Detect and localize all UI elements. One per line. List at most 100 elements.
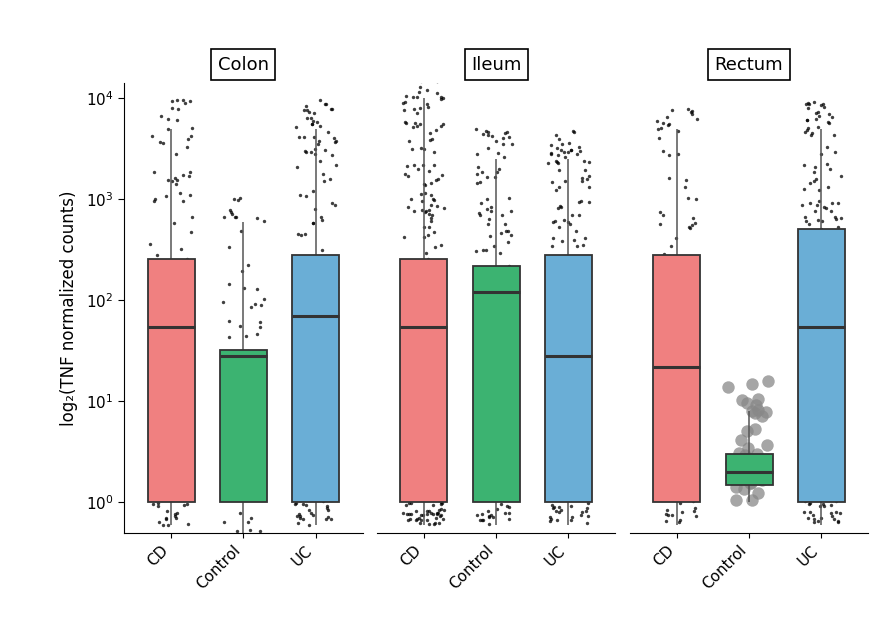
Point	[481, 360, 495, 370]
Point	[233, 321, 247, 331]
Point	[681, 193, 696, 203]
Point	[222, 279, 236, 289]
Point	[159, 514, 173, 524]
Point	[300, 412, 315, 422]
Point	[311, 139, 325, 149]
Point	[158, 318, 172, 329]
Point	[398, 96, 412, 107]
Point	[237, 348, 252, 358]
Point	[323, 439, 337, 449]
Point	[553, 201, 567, 211]
Point	[431, 398, 445, 408]
Point	[325, 104, 339, 114]
Point	[400, 478, 415, 489]
Point	[411, 482, 425, 492]
Point	[250, 213, 264, 223]
Point	[301, 276, 315, 286]
Point	[217, 212, 231, 222]
Point	[233, 372, 247, 382]
Point	[545, 500, 559, 510]
Point	[806, 306, 820, 316]
Point	[420, 508, 434, 519]
Point	[482, 214, 496, 224]
Point	[425, 210, 439, 220]
Point	[434, 336, 448, 347]
Point	[564, 491, 579, 501]
Point	[753, 472, 767, 482]
Point	[575, 176, 589, 186]
Point	[157, 412, 171, 422]
Point	[508, 272, 522, 282]
Point	[649, 376, 664, 386]
Point	[494, 265, 508, 275]
Point	[492, 164, 506, 175]
Point	[830, 516, 844, 526]
Point	[550, 515, 564, 525]
Point	[734, 435, 749, 445]
Point	[668, 476, 682, 487]
Point	[170, 301, 184, 311]
Point	[433, 240, 447, 250]
Point	[222, 316, 237, 326]
Point	[433, 511, 447, 521]
Point	[403, 290, 417, 300]
Point	[404, 263, 418, 273]
Point	[290, 510, 304, 521]
Point	[673, 515, 688, 525]
Point	[400, 286, 415, 296]
Point	[481, 127, 495, 137]
Point	[323, 174, 337, 184]
Point	[299, 112, 314, 123]
Point	[799, 216, 813, 226]
Point	[423, 222, 437, 232]
Point	[431, 508, 446, 518]
Point	[250, 284, 264, 295]
Point	[800, 115, 814, 125]
Bar	[148, 259, 195, 503]
Point	[432, 272, 447, 282]
Point	[569, 440, 583, 450]
Point	[296, 386, 310, 396]
Point	[800, 230, 814, 240]
Point	[552, 164, 566, 175]
Point	[157, 138, 171, 148]
Point	[571, 197, 586, 207]
Point	[831, 472, 845, 482]
Point	[661, 120, 675, 130]
Point	[407, 205, 421, 216]
Point	[802, 99, 816, 109]
Point	[396, 98, 410, 108]
Point	[813, 322, 828, 333]
Point	[477, 273, 491, 284]
Point	[293, 511, 307, 521]
Point	[803, 428, 817, 438]
Point	[289, 406, 303, 417]
Point	[548, 156, 563, 166]
Point	[803, 507, 817, 517]
Point	[413, 71, 427, 81]
Point	[147, 196, 161, 206]
Point	[434, 510, 448, 520]
Point	[808, 174, 822, 184]
Point	[240, 351, 254, 361]
Point	[803, 461, 817, 471]
Point	[748, 424, 762, 434]
Point	[798, 496, 812, 506]
Point	[427, 294, 441, 304]
Point	[471, 207, 486, 218]
Point	[234, 225, 248, 236]
Point	[424, 356, 439, 367]
Point	[805, 288, 820, 298]
Point	[420, 515, 434, 525]
Point	[809, 108, 823, 118]
Point	[543, 345, 557, 356]
Point	[326, 458, 340, 469]
Point	[545, 241, 559, 252]
Point	[302, 505, 316, 516]
Point	[322, 505, 336, 516]
Point	[551, 203, 565, 213]
Point	[433, 460, 447, 471]
Point	[579, 408, 594, 419]
Point	[399, 91, 413, 101]
Point	[481, 143, 495, 153]
